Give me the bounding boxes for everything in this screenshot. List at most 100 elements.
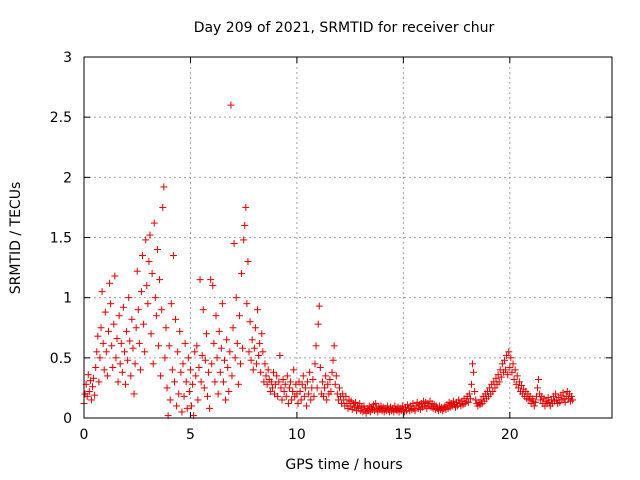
data-point (323, 396, 331, 404)
data-point (111, 272, 119, 280)
data-point (221, 356, 229, 364)
data-points (80, 101, 577, 420)
x-tick-label: 0 (80, 427, 89, 443)
data-point (141, 348, 149, 356)
data-point (535, 375, 543, 383)
data-point (269, 368, 277, 376)
data-point (533, 384, 541, 392)
data-point (201, 356, 209, 364)
data-point (309, 375, 317, 383)
data-point (115, 312, 123, 320)
data-point (131, 360, 139, 368)
data-point (183, 404, 191, 412)
data-point (106, 279, 114, 287)
data-point (305, 390, 313, 398)
data-point (192, 372, 200, 380)
data-point (256, 339, 264, 347)
y-tick-label: 0 (63, 411, 72, 427)
data-point (219, 378, 227, 386)
data-point (248, 336, 256, 344)
data-point (467, 380, 475, 388)
data-point (168, 366, 176, 374)
data-point (150, 219, 158, 227)
data-point (320, 392, 328, 400)
data-point (208, 360, 216, 368)
data-point (495, 378, 503, 386)
data-point (321, 384, 329, 392)
data-point (123, 327, 131, 335)
data-point (531, 398, 539, 406)
data-point (137, 288, 145, 296)
data-point (477, 396, 485, 404)
data-point (177, 368, 185, 376)
data-point (506, 363, 514, 371)
data-point (316, 363, 324, 371)
data-point (142, 236, 150, 244)
data-point (262, 372, 270, 380)
data-point (268, 384, 276, 392)
x-tick-label: 15 (394, 427, 412, 443)
data-point (306, 368, 314, 376)
data-point (251, 324, 259, 332)
data-point (290, 366, 298, 374)
data-point (274, 392, 282, 400)
data-point (99, 339, 107, 347)
data-point (513, 372, 521, 380)
data-point (511, 366, 519, 374)
plot-frame (83, 56, 613, 419)
axis-ticks (83, 56, 612, 419)
data-point (232, 294, 240, 302)
data-point (107, 300, 115, 308)
data-point (322, 372, 330, 380)
data-point (287, 378, 295, 386)
data-point (266, 388, 274, 396)
data-point (509, 360, 517, 368)
data-point (455, 396, 463, 404)
data-point (143, 282, 151, 290)
data-point (136, 366, 144, 374)
y-tick-label: 3 (63, 50, 72, 66)
data-point (236, 360, 244, 368)
data-point (92, 363, 100, 371)
data-point (125, 294, 133, 302)
data-point (383, 402, 391, 410)
data-point (146, 231, 154, 239)
data-point (228, 372, 236, 380)
data-point (449, 397, 457, 405)
data-point (218, 300, 226, 308)
data-point (314, 320, 322, 328)
data-point (259, 348, 267, 356)
data-point (231, 354, 239, 362)
data-point (267, 378, 275, 386)
data-point (492, 374, 500, 382)
data-point (135, 339, 143, 347)
data-point (254, 306, 262, 314)
data-point (350, 403, 358, 411)
data-point (194, 396, 202, 404)
y-tick-labels: 0 0.5 1 1.5 2 2.5 3 (50, 50, 72, 427)
data-point (297, 396, 305, 404)
data-point (157, 372, 165, 380)
y-tick-label: 0.5 (50, 351, 72, 367)
data-point (294, 400, 302, 408)
data-point (84, 371, 92, 379)
data-point (465, 390, 473, 398)
data-point (252, 360, 260, 368)
data-point (249, 366, 257, 374)
x-tick-labels: 0 5 10 15 20 (80, 427, 519, 443)
data-point (301, 384, 309, 392)
data-point (85, 388, 93, 396)
data-point (103, 372, 111, 380)
data-point (163, 384, 171, 392)
data-point (199, 306, 207, 314)
data-point (289, 388, 297, 396)
data-point (280, 388, 288, 396)
data-point (242, 203, 250, 211)
data-point (200, 384, 208, 392)
data-point (264, 366, 272, 374)
data-point (102, 348, 110, 356)
data-point (503, 351, 511, 359)
data-point (117, 339, 125, 347)
data-point (202, 330, 210, 338)
data-point (129, 344, 137, 352)
